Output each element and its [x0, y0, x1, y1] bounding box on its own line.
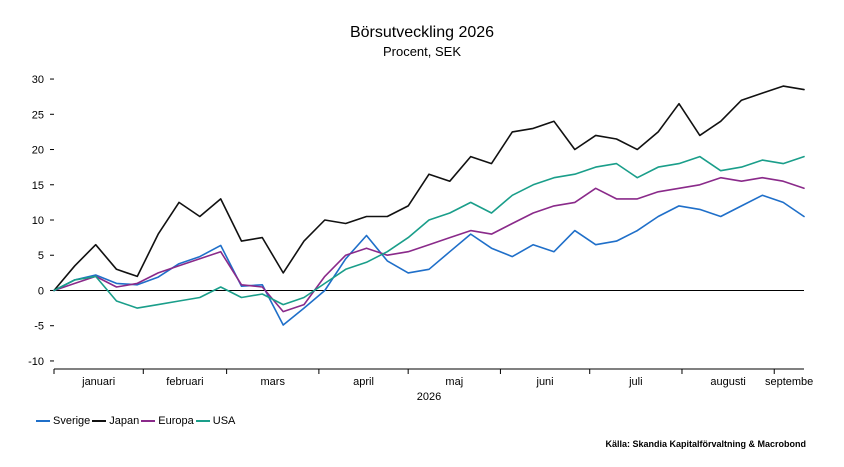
legend-item-japan: Japan: [92, 415, 139, 427]
x-tick-label: februari: [166, 376, 203, 388]
chart-legend: Sverige Japan Europa USA: [36, 415, 237, 427]
series-line-sverige: [53, 194, 805, 326]
y-tick-label: 10: [32, 215, 44, 227]
legend-swatch-europa: [141, 420, 156, 422]
x-axis-label: 2026: [417, 391, 441, 403]
legend-label-sverige: Sverige: [53, 415, 91, 427]
y-tick-label: -10: [28, 356, 44, 368]
x-tick-label: juni: [536, 376, 554, 388]
y-tick-label: -5: [34, 321, 44, 333]
x-tick-label: septembe: [765, 376, 813, 388]
source-note: Källa: Skandia Kapitalförvaltning & Macr…: [605, 439, 806, 449]
legend-label-europa: Europa: [158, 415, 194, 427]
series-line-japan: [53, 85, 805, 292]
x-tick-label: april: [353, 376, 374, 388]
legend-label-japan: Japan: [109, 415, 140, 427]
legend-swatch-japan: [92, 420, 107, 422]
series-line-usa: [53, 155, 805, 309]
y-tick-label: 5: [38, 250, 44, 262]
x-tick-label: augusti: [710, 376, 745, 388]
legend-swatch-sverige: [36, 420, 50, 422]
x-tick-label: juli: [628, 376, 642, 388]
legend-item-usa: USA: [195, 415, 236, 427]
x-tick-label: mars: [261, 376, 286, 388]
x-tick-label: maj: [445, 376, 463, 388]
legend-item-europa: Europa: [141, 415, 194, 427]
chart-title: Börsutveckling 2026: [349, 24, 495, 41]
legend-item-sverige: Sverige: [36, 415, 90, 427]
chart-series-layer: [53, 85, 805, 326]
y-tick-label: 20: [32, 145, 44, 157]
chart-axes: 30 25 20 15 10 5 0 -5 -10 januari februari mars apri…: [28, 74, 813, 403]
y-tick-label: 25: [32, 109, 44, 121]
series-line-europa: [53, 176, 805, 313]
legend-label-usa: USA: [212, 415, 236, 427]
y-tick-label: 0: [38, 285, 44, 297]
y-tick-label: 30: [32, 74, 44, 86]
x-tick-label: januari: [81, 376, 115, 388]
legend-swatch-usa: [195, 420, 210, 422]
chart-subtitle: Procent, SEK: [382, 44, 462, 59]
y-tick-label: 15: [32, 180, 44, 192]
